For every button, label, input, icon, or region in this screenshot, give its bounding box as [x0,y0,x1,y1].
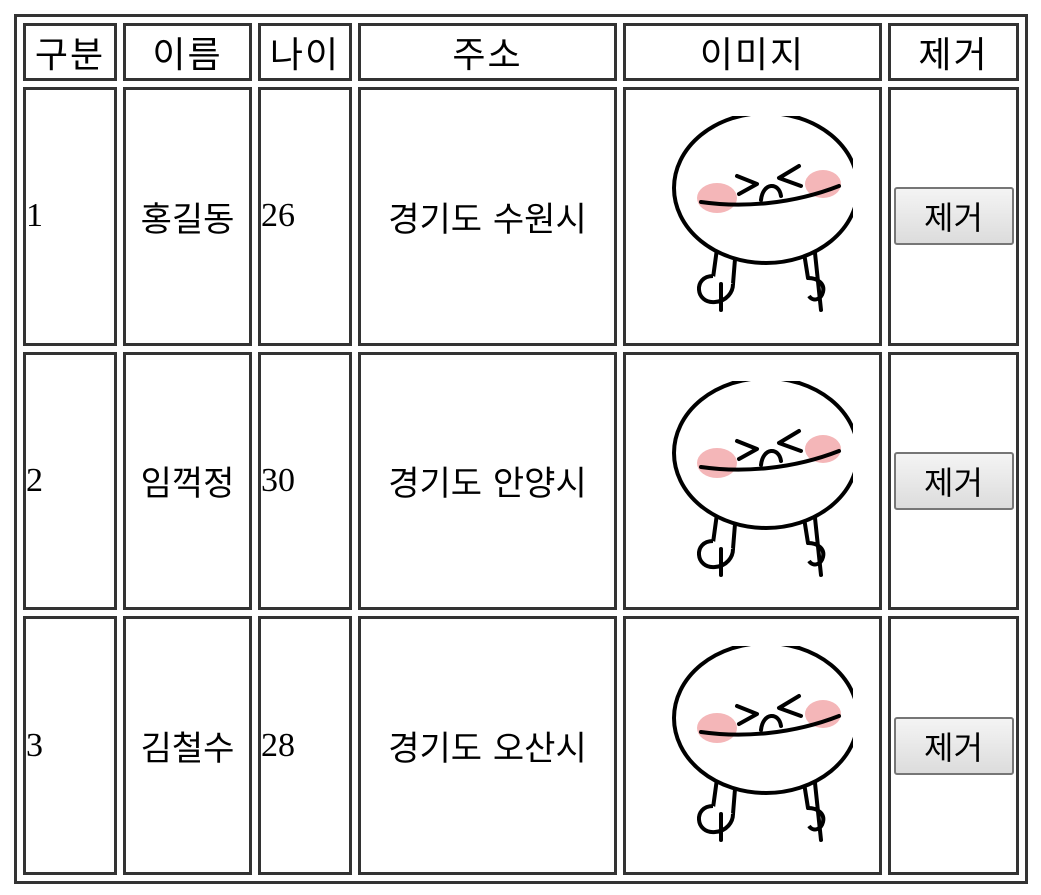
laughing-character-image [671,116,853,313]
user-table: 구분 이름 나이 주소 이미지 제거 1 홍길동 26 경기도 수원시 [14,14,1028,884]
header-address: 주소 [358,23,617,81]
remove-button[interactable]: 제거 [893,187,1014,246]
row-image-cell [623,87,882,346]
row-address: 경기도 수원시 [358,87,617,346]
remove-button[interactable]: 제거 [893,716,1014,775]
row-address: 경기도 안양시 [358,351,617,611]
row-action-cell: 제거 [888,351,1019,611]
row-name: 임꺽정 [123,351,252,611]
row-action-cell: 제거 [888,87,1019,346]
row-action-cell: 제거 [888,616,1019,875]
row-image-cell [623,616,882,875]
table-row: 3 김철수 28 경기도 오산시 [23,616,1019,875]
remove-button[interactable]: 제거 [893,451,1014,510]
table-row: 2 임꺽정 30 경기도 안양시 [23,351,1019,611]
header-age: 나이 [258,23,352,81]
row-number: 1 [23,87,117,346]
header-row: 구분 이름 나이 주소 이미지 제거 [23,23,1019,81]
row-number: 3 [23,616,117,875]
row-age: 30 [258,351,352,611]
row-image-cell [623,351,882,611]
row-name: 김철수 [123,616,252,875]
row-name: 홍길동 [123,87,252,346]
table-row: 1 홍길동 26 경기도 수원시 [23,87,1019,346]
header-remove: 제거 [888,23,1019,81]
row-number: 2 [23,351,117,611]
row-address: 경기도 오산시 [358,616,617,875]
row-age: 28 [258,616,352,875]
row-age: 26 [258,87,352,346]
laughing-character-image [671,380,853,577]
laughing-character-image [671,645,853,842]
header-number: 구분 [23,23,117,81]
header-image: 이미지 [623,23,882,81]
header-name: 이름 [123,23,252,81]
